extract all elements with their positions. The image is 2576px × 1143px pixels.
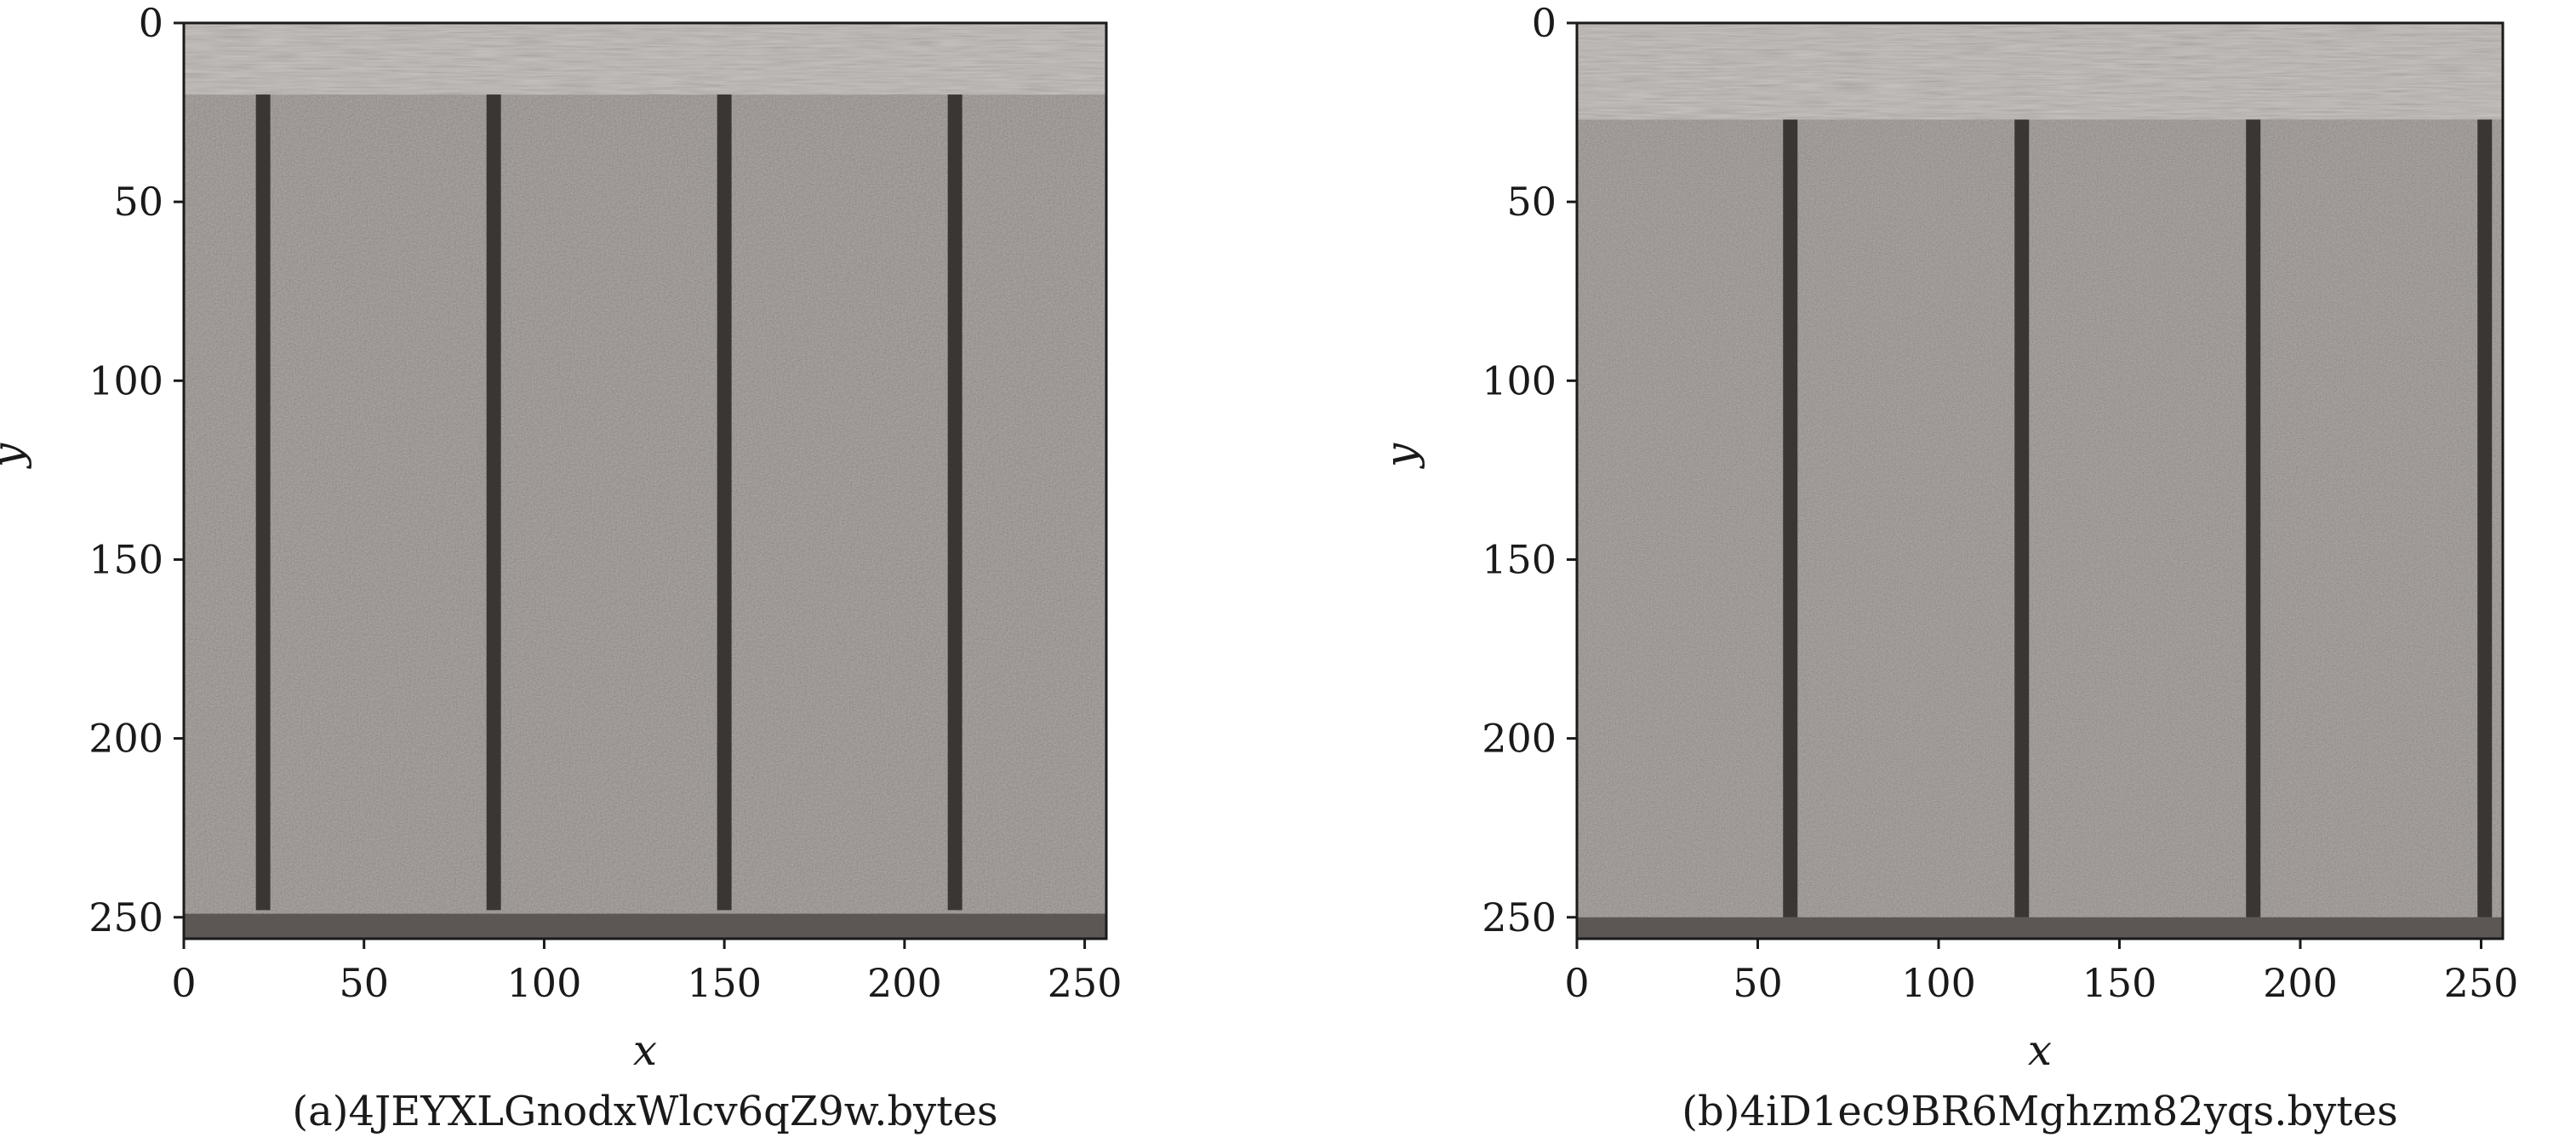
ytick-label-a-150: 150 bbox=[89, 536, 163, 582]
image-b-dark-column-4 bbox=[2477, 119, 2493, 917]
axes-a-xlabel: x bbox=[633, 1026, 657, 1075]
axes-a-xticks: 0 50 100 150 200 250 bbox=[171, 939, 1122, 1006]
ytick-label-b-0: 0 bbox=[1532, 0, 1556, 46]
ytick-label-a-0: 0 bbox=[139, 0, 163, 46]
panel-b: 0 50 100 150 200 250 0 50 100 150 200 250 x y (b)4… bbox=[1376, 0, 2518, 1135]
image-a-dark-column-2 bbox=[486, 94, 501, 911]
xtick-label-a-250: 250 bbox=[1048, 960, 1122, 1006]
image-b-dark-column-1 bbox=[1783, 119, 1798, 917]
axes-a-ylabel: y bbox=[0, 443, 32, 469]
ytick-label-a-100: 100 bbox=[89, 357, 163, 403]
ytick-label-b-200: 200 bbox=[1482, 716, 1556, 762]
xtick-label-b-100: 100 bbox=[1901, 960, 1976, 1006]
xtick-label-b-200: 200 bbox=[2263, 960, 2338, 1006]
image-b-noise bbox=[1577, 23, 2503, 939]
image-a-dark-column-4 bbox=[947, 94, 962, 911]
image-b-dark-column-2 bbox=[2014, 119, 2030, 917]
axes-b-xticks: 0 50 100 150 200 250 bbox=[1564, 939, 2518, 1006]
axes-b-frame bbox=[1575, 21, 2505, 940]
panel-a-caption: (a)4JEYXLGnodxWlcv6qZ9w.bytes bbox=[292, 1088, 997, 1135]
xtick-label-b-50: 50 bbox=[1733, 960, 1783, 1006]
xtick-label-a-100: 100 bbox=[507, 960, 582, 1006]
image-b-dark-column-3 bbox=[2246, 119, 2261, 917]
panel-a: 0 50 100 150 200 250 0 50 100 150 200 250 x y (a)4… bbox=[0, 0, 1122, 1135]
axes-a-frame bbox=[182, 21, 1108, 940]
ytick-label-b-100: 100 bbox=[1482, 357, 1556, 403]
ytick-label-b-150: 150 bbox=[1482, 536, 1556, 582]
panel-b-caption: (b)4iD1ec9BR6Mghzm82yqs.bytes bbox=[1682, 1088, 2397, 1135]
ytick-label-a-250: 250 bbox=[89, 894, 163, 940]
axes-b-xlabel: x bbox=[2028, 1026, 2052, 1075]
image-a-dark-column-3 bbox=[717, 94, 732, 911]
image-b-header-stripes bbox=[1577, 23, 2503, 120]
ytick-label-b-250: 250 bbox=[1482, 894, 1556, 940]
image-a-columns bbox=[255, 94, 962, 911]
image-a-header-stripes bbox=[184, 23, 1106, 95]
xtick-label-b-0: 0 bbox=[1564, 960, 1589, 1006]
xtick-label-a-150: 150 bbox=[687, 960, 762, 1006]
axes-a-yticks: 0 50 100 150 200 250 bbox=[89, 0, 184, 940]
xtick-label-a-200: 200 bbox=[867, 960, 942, 1006]
image-a-footer-band bbox=[184, 913, 1106, 939]
axes-b-yticks: 0 50 100 150 200 250 bbox=[1482, 0, 1577, 940]
ytick-label-b-50: 50 bbox=[1506, 179, 1556, 225]
image-b-columns bbox=[1783, 119, 2493, 917]
image-a bbox=[184, 23, 1106, 939]
xtick-label-a-0: 0 bbox=[171, 960, 196, 1006]
xtick-label-b-150: 150 bbox=[2082, 960, 2157, 1006]
axes-b-ylabel: y bbox=[1376, 443, 1425, 469]
image-b-footer-band bbox=[1577, 917, 2503, 939]
xtick-label-b-250: 250 bbox=[2444, 960, 2519, 1006]
ytick-label-a-200: 200 bbox=[89, 716, 163, 762]
image-a-noise bbox=[184, 23, 1106, 939]
image-b bbox=[1577, 23, 2503, 939]
image-a-dark-column-1 bbox=[255, 94, 271, 911]
xtick-label-a-50: 50 bbox=[339, 960, 389, 1006]
ytick-label-a-50: 50 bbox=[113, 179, 163, 225]
